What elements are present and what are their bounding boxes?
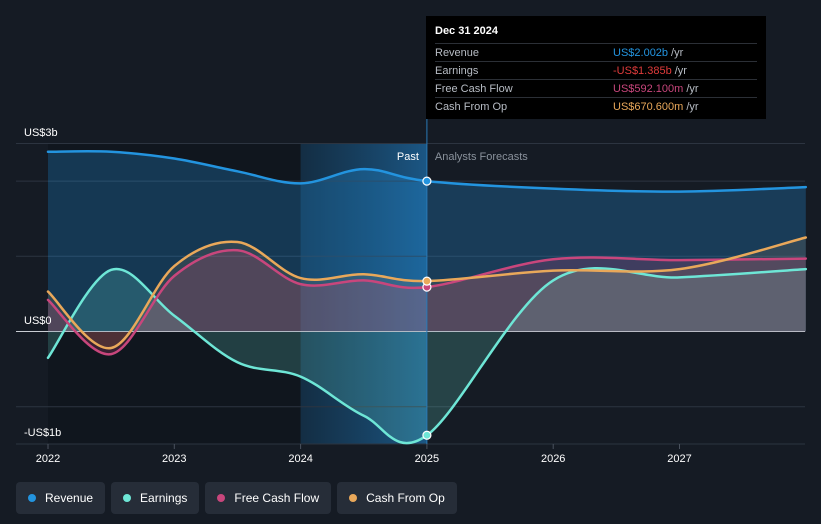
tooltip-row-free-cash-flow: Free Cash Flow US$592.100m /yr <box>435 79 757 97</box>
past-label: Past <box>397 151 419 163</box>
series-line-cash-from-op <box>46 236 808 350</box>
x-tick-label: 2026 <box>541 453 565 465</box>
legend-dot-icon <box>123 494 132 502</box>
tooltip: Dec 31 2024 Revenue US$2.002b /yr Earnin… <box>426 16 766 119</box>
y-label-bottom: -US$1b <box>24 427 61 439</box>
tooltip-row-earnings: Earnings -US$1.385b /yr <box>435 61 757 79</box>
marker-earnings <box>422 430 432 440</box>
tooltip-label: Free Cash Flow <box>435 82 513 95</box>
tooltip-unit: /yr <box>686 82 699 95</box>
series-line-free-cash-flow <box>46 248 808 356</box>
legend-dot-icon <box>349 494 358 502</box>
legend-dot-icon <box>217 494 226 502</box>
tooltip-unit: /yr <box>671 46 684 59</box>
tooltip-unit: /yr <box>674 64 687 77</box>
x-tick-label: 2025 <box>415 453 439 465</box>
y-label-zero: US$0 <box>24 315 52 327</box>
legend-item-free-cash-flow[interactable]: Free Cash Flow <box>205 482 332 514</box>
tooltip-label: Revenue <box>435 46 480 59</box>
x-tick-label: 2027 <box>667 453 691 465</box>
highlight-region <box>300 144 427 444</box>
marker-revenue <box>422 176 432 186</box>
tooltip-value: US$592.100m <box>613 82 684 95</box>
tooltip-label: Earnings <box>435 64 479 77</box>
legend-item-earnings[interactable]: Earnings <box>111 482 200 514</box>
marker-cash-from-op <box>422 276 432 286</box>
x-tick-label: 2024 <box>288 453 312 465</box>
legend: Revenue Earnings Free Cash Flow Cash Fro… <box>16 482 457 514</box>
tooltip-value: -US$1.385b <box>613 64 672 77</box>
tooltip-row-revenue: Revenue US$2.002b /yr <box>435 43 757 61</box>
x-tick-label: 2022 <box>36 453 60 465</box>
tooltip-value: US$670.600m <box>613 100 684 113</box>
series-line-earnings <box>46 267 808 445</box>
x-tick-label: 2023 <box>162 453 186 465</box>
tooltip-value: US$2.002b <box>613 46 669 59</box>
legend-label: Earnings <box>140 491 188 505</box>
legend-item-cash-from-op[interactable]: Cash From Op <box>337 482 457 514</box>
tooltip-date: Dec 31 2024 <box>435 25 498 37</box>
legend-dot-icon <box>28 494 36 502</box>
tooltip-unit: /yr <box>686 100 699 113</box>
legend-label: Revenue <box>45 491 94 505</box>
y-label-top: US$3b <box>24 127 58 139</box>
forecast-label: Analysts Forecasts <box>435 151 528 163</box>
series-line-revenue <box>46 150 808 193</box>
legend-label: Cash From Op <box>366 491 445 505</box>
tooltip-label: Cash From Op <box>435 100 508 113</box>
legend-item-revenue[interactable]: Revenue <box>16 482 106 514</box>
tooltip-row-cash-from-op: Cash From Op US$670.600m /yr <box>435 97 757 115</box>
legend-label: Free Cash Flow <box>234 491 320 505</box>
